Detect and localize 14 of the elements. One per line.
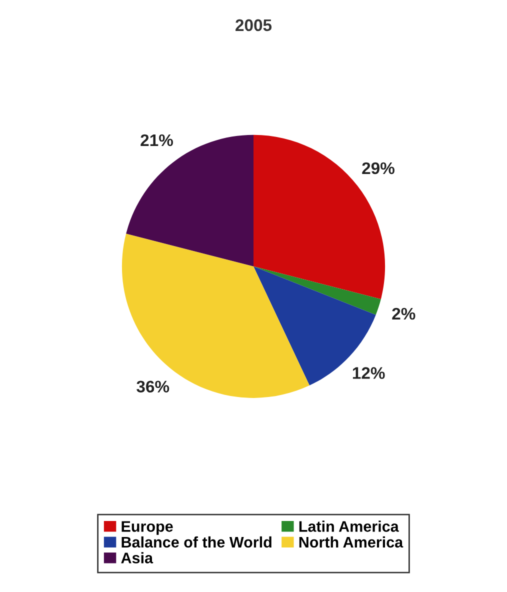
pie-slice <box>254 266 381 315</box>
data-label: 21% <box>140 134 173 146</box>
legend-label: Balance of the World <box>122 536 272 548</box>
data-label: 36% <box>136 380 170 393</box>
legend-label: Europe <box>122 521 173 535</box>
data-label: 2% <box>392 308 416 320</box>
legend-label: North America <box>299 536 404 548</box>
data-label: 29% <box>362 162 394 174</box>
chart-title: 2005 <box>236 19 272 32</box>
legend-label: Asia <box>121 552 154 564</box>
legend-label: Latin America <box>299 520 399 532</box>
data-label: 12% <box>352 367 385 379</box>
pie-slice <box>122 234 310 398</box>
pie-slice <box>126 134 254 266</box>
